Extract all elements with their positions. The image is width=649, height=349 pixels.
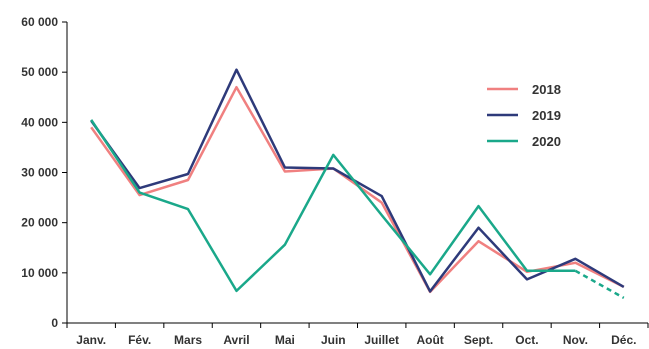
x-tick-label: Juin: [321, 333, 346, 347]
y-tick-label: 30 000: [21, 166, 58, 180]
x-tick-label: Fév.: [128, 333, 151, 347]
legend-label-2019: 2019: [532, 108, 561, 123]
x-tick-label: Sept.: [464, 333, 493, 347]
x-tick-label: Août: [416, 333, 443, 347]
x-tick-label: Déc.: [611, 333, 636, 347]
y-tick-label: 40 000: [21, 115, 58, 129]
y-tick-label: 60 000: [21, 15, 58, 29]
x-tick-label: Nov.: [563, 333, 588, 347]
x-tick-label: Janv.: [76, 333, 106, 347]
x-tick-label: Juillet: [364, 333, 399, 347]
legend-label-2020: 2020: [532, 134, 561, 149]
y-tick-label: 10 000: [21, 266, 58, 280]
x-tick-label: Mars: [174, 333, 202, 347]
legend-label-2018: 2018: [532, 82, 561, 97]
series-line-2019: [90, 68, 625, 293]
legend: 2018 2019 2020: [487, 82, 561, 149]
y-tick-label: 50 000: [21, 65, 58, 79]
x-tick-label: Avril: [223, 333, 249, 347]
x-axis-ticks: Janv. Fév. Mars Avril Mai Juin Juillet Août Sept…: [66, 323, 649, 347]
x-tick-label: Oct.: [515, 333, 538, 347]
y-axis-ticks: 0 10 000 20 000 30 000 40 000 50 000 60 000: [21, 15, 67, 330]
y-tick-label: 20 000: [21, 216, 58, 230]
y-tick-label: 0: [51, 316, 58, 330]
series-lines: [90, 68, 625, 299]
x-tick-label: Mai: [275, 333, 295, 347]
series-line-2020-dashed: [574, 269, 625, 299]
series-line-2020: [90, 119, 576, 293]
